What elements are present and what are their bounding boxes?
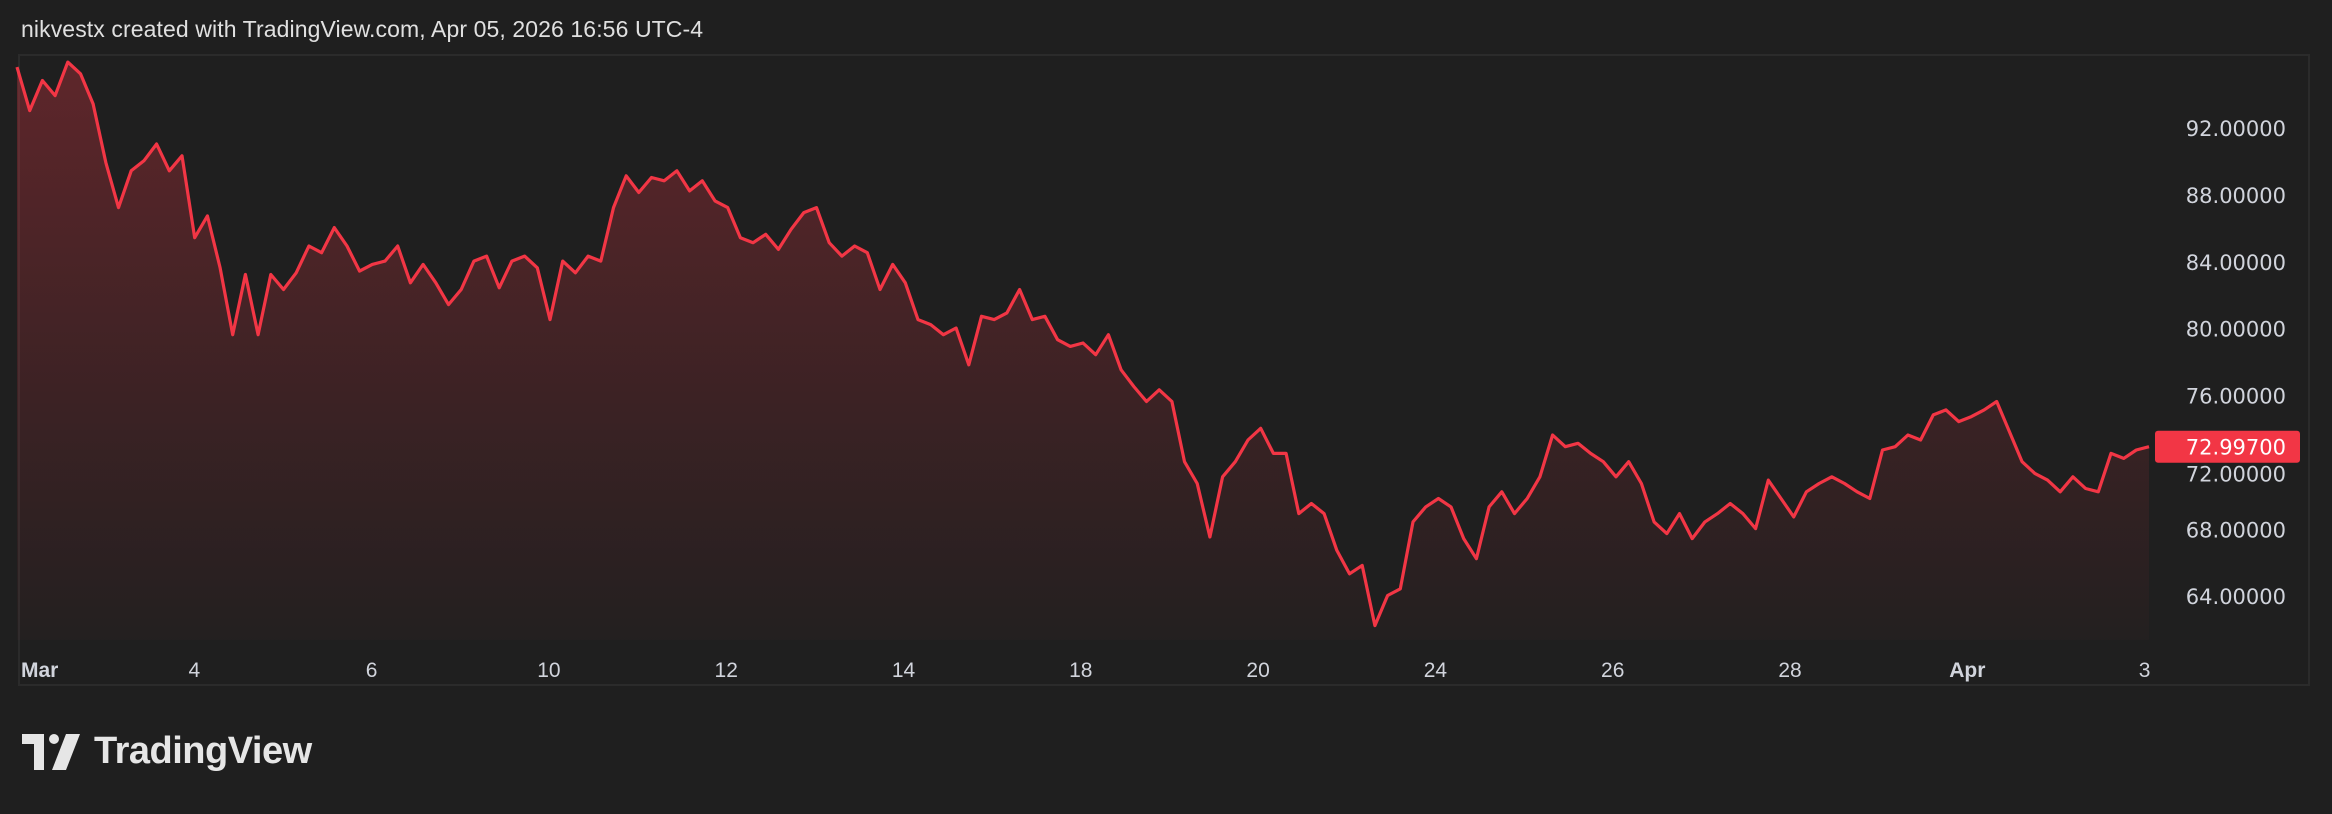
last-price-label: 72.99700 xyxy=(2186,436,2286,460)
x-tick-label: 28 xyxy=(1778,659,1801,682)
x-tick-label: Apr xyxy=(1949,659,1985,682)
y-tick-label: 68.00000 xyxy=(2186,518,2286,542)
x-tick-label: 14 xyxy=(892,659,916,682)
last-price-badge xyxy=(2155,430,2300,463)
attribution-header: nikvestx created with TradingView.com, A… xyxy=(21,16,704,42)
x-tick-label: 18 xyxy=(1069,659,1092,682)
x-tick-label: 10 xyxy=(537,659,560,682)
y-tick-label: 72.00000 xyxy=(2186,463,2286,487)
x-tick-label: 24 xyxy=(1424,659,1448,682)
price-line xyxy=(15,60,2150,628)
x-tick-label: 3 xyxy=(2139,659,2151,682)
y-tick-label: 64.00000 xyxy=(2186,585,2286,609)
y-tick-label: 76.00000 xyxy=(2186,385,2286,409)
x-tick-label: 12 xyxy=(715,659,738,682)
price-area-fill xyxy=(17,62,2149,641)
x-tick-label: 4 xyxy=(188,659,200,682)
y-tick-label: 80.00000 xyxy=(2186,318,2286,342)
y-tick-label: 92.00000 xyxy=(2186,117,2286,141)
tradingview-logo-text: TradingView xyxy=(94,730,312,772)
tradingview-logo-icon xyxy=(22,733,80,770)
y-tick-label: 84.00000 xyxy=(2186,251,2286,275)
y-tick-label: 88.00000 xyxy=(2186,184,2286,208)
tradingview-logo[interactable]: TradingView xyxy=(22,730,312,773)
x-tick-label: 6 xyxy=(366,659,378,682)
x-tick-label: 20 xyxy=(1246,659,1269,682)
x-tick-label: Mar xyxy=(21,659,58,682)
x-tick-label: 26 xyxy=(1601,659,1624,682)
